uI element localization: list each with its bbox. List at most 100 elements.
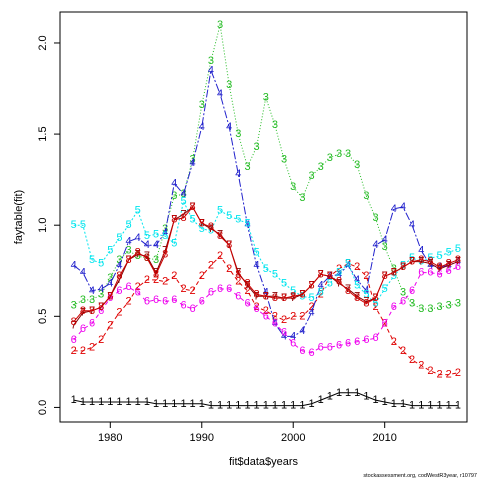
data-point: 8 [345, 285, 351, 297]
data-point: 5 [345, 258, 351, 270]
data-point: 1 [162, 398, 168, 410]
data-point: 3 [254, 141, 260, 153]
data-point: 1 [116, 396, 122, 408]
data-point: 6 [80, 323, 86, 335]
data-point: 2 [153, 274, 159, 286]
data-point: 5 [116, 232, 122, 244]
data-point: 3 [199, 99, 205, 111]
data-point: 3 [299, 192, 305, 204]
data-point: 6 [126, 281, 132, 293]
y-tick-label: 1.5 [37, 126, 49, 141]
data-point: 7 [345, 283, 351, 295]
data-point: 8 [107, 290, 113, 302]
data-point: 8 [98, 301, 104, 313]
data-point: 2 [217, 250, 223, 262]
data-point: 5 [308, 292, 314, 304]
data-point: 8 [336, 276, 342, 288]
data-point: 6 [180, 299, 186, 311]
data-point: 2 [135, 281, 141, 293]
data-point: 7 [427, 258, 433, 270]
data-point: 2 [446, 369, 452, 381]
series-line-5 [73, 200, 459, 305]
data-point: 8 [162, 248, 168, 260]
data-point: 2 [235, 276, 241, 288]
data-point: 8 [254, 288, 260, 300]
data-point: 5 [89, 254, 95, 266]
data-point: 3 [98, 288, 104, 300]
data-point: 8 [354, 292, 360, 304]
data-point: 2 [89, 341, 95, 353]
data-point: 3 [71, 299, 77, 311]
data-point: 5 [363, 288, 369, 300]
data-point: 5 [190, 214, 196, 226]
data-point: 8 [427, 256, 433, 268]
data-point: 3 [180, 188, 186, 200]
data-point: 2 [372, 301, 378, 313]
data-point: 1 [153, 398, 159, 410]
data-point: 1 [437, 400, 443, 412]
x-tick-label: 1980 [98, 432, 122, 444]
data-point: 6 [327, 341, 333, 353]
data-point: 6 [290, 338, 296, 350]
data-point: 7 [208, 223, 214, 235]
series-line-8 [73, 206, 459, 323]
data-point: 2 [427, 365, 433, 377]
data-point: 6 [345, 338, 351, 350]
data-point: 7 [235, 267, 241, 279]
data-point: 1 [254, 400, 260, 412]
data-point: 1 [98, 396, 104, 408]
data-point: 8 [437, 261, 443, 273]
data-point: 2 [299, 310, 305, 322]
data-point: 4 [336, 268, 342, 280]
data-point: 4 [190, 157, 196, 169]
data-point: 8 [190, 201, 196, 213]
data-point: 5 [199, 223, 205, 235]
data-point: 8 [126, 254, 132, 266]
data-point: 3 [327, 152, 333, 164]
data-point: 2 [144, 274, 150, 286]
data-point: 1 [336, 387, 342, 399]
data-point: 3 [336, 148, 342, 160]
data-point: 5 [446, 247, 452, 259]
data-point: 2 [208, 259, 214, 271]
data-point: 7 [144, 250, 150, 262]
data-point: 2 [336, 263, 342, 275]
data-point: 1 [144, 396, 150, 408]
data-point: 1 [427, 400, 433, 412]
data-point: 5 [409, 252, 415, 264]
data-point: 7 [244, 279, 250, 291]
data-point: 4 [382, 234, 388, 246]
data-point: 1 [372, 394, 378, 406]
data-point: 4 [107, 278, 113, 290]
data-point: 6 [226, 283, 232, 295]
data-point: 4 [144, 239, 150, 251]
data-point: 3 [190, 154, 196, 166]
data-point: 8 [235, 268, 241, 280]
data-point: 3 [80, 294, 86, 306]
data-point: 8 [208, 221, 214, 233]
series-line-2 [73, 255, 458, 376]
data-point: 3 [208, 55, 214, 67]
data-point: 8 [290, 290, 296, 302]
data-point: 4 [226, 121, 232, 133]
data-point: 1 [455, 400, 461, 412]
data-point: 8 [363, 298, 369, 310]
data-point: 8 [116, 270, 122, 282]
data-point: 8 [418, 254, 424, 266]
data-point: 3 [418, 303, 424, 315]
data-point: 2 [437, 369, 443, 381]
data-point: 3 [363, 190, 369, 202]
data-point: 4 [199, 121, 205, 133]
data-point: 7 [354, 290, 360, 302]
data-point: 3 [135, 250, 141, 262]
data-point: 7 [135, 248, 141, 260]
data-point: 3 [427, 303, 433, 315]
data-point: 2 [400, 345, 406, 357]
data-point: 8 [455, 254, 461, 266]
data-point: 6 [208, 287, 214, 299]
data-point: 3 [281, 154, 287, 166]
data-point: 1 [89, 396, 95, 408]
data-point: 4 [372, 239, 378, 251]
